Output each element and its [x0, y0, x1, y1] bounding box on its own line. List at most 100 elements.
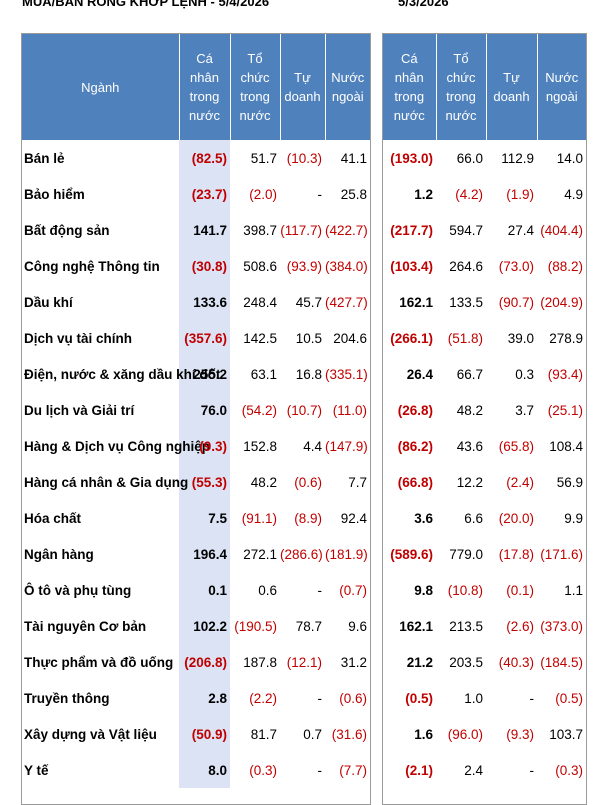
value-cell: (82.5) [179, 140, 230, 176]
table-row: (2.1) 2.4 - (0.3) [383, 752, 586, 788]
value-cell: 103.7 [549, 726, 583, 742]
value-cell: (40.3) [498, 654, 534, 670]
value-cell: 0.6 [258, 582, 277, 598]
value-cell: 272.1 [243, 546, 277, 562]
table-row: Bảo hiểm (23.7) (2.0) - 25.8 [22, 176, 370, 212]
value-cell: (9.3) [179, 428, 230, 464]
value-cell: 21.2 [406, 654, 433, 670]
table-row: Tài nguyên Cơ bản 102.2 (190.5) 78.7 9.6 [22, 608, 370, 644]
value-cell: 4.9 [564, 186, 583, 202]
sector-name: Bất động sản [24, 222, 110, 238]
table-row: (589.6) 779.0 (17.8) (171.6) [383, 536, 586, 572]
table-row: Xây dựng và Vật liệu (50.9) 81.7 0.7 (31.6) [22, 716, 370, 752]
value-cell: 162.1 [399, 294, 433, 310]
value-cell: (65.8) [498, 438, 534, 454]
value-cell: (217.7) [390, 222, 433, 238]
value-cell: (2.2) [249, 690, 277, 706]
value-cell: (147.9) [325, 438, 368, 454]
table-row: (0.5) 1.0 - (0.5) [383, 680, 586, 716]
value-cell: (190.5) [234, 618, 277, 634]
table-row: Bất động sản 141.7 398.7 (117.7) (422.7) [22, 212, 370, 248]
value-cell: (427.7) [325, 294, 368, 310]
value-cell: 10.5 [295, 330, 322, 346]
value-cell: 779.0 [449, 546, 483, 562]
header-foreign: Nước ngoài [537, 34, 586, 140]
value-cell: 27.4 [507, 222, 534, 238]
table-row: (26.8) 48.2 3.7 (25.1) [383, 392, 586, 428]
value-cell: (93.9) [286, 258, 322, 274]
header-row: Cá nhân trong nước Tổ chức trong nước Tự… [383, 34, 586, 140]
value-cell: (10.8) [447, 582, 483, 598]
value-cell: (373.0) [540, 618, 583, 634]
sector-name: Xây dựng và Vật liệu [24, 726, 157, 742]
value-cell: (8.9) [294, 510, 322, 526]
value-cell: (25.1) [547, 402, 583, 418]
value-cell: 255.2 [179, 356, 230, 392]
value-cell: 264.6 [449, 258, 483, 274]
comparison-date-label: 5/3/2026 [398, 0, 449, 9]
table-row: (103.4) 264.6 (73.0) (88.2) [383, 248, 586, 284]
value-cell: (50.9) [179, 716, 230, 752]
value-cell: 1.1 [564, 582, 583, 598]
value-cell: (0.6) [294, 474, 322, 490]
value-cell: 398.7 [243, 222, 277, 238]
value-cell: (23.7) [179, 176, 230, 212]
value-cell: (9.3) [506, 726, 534, 742]
value-cell: 142.5 [243, 330, 277, 346]
value-cell: 2.8 [179, 680, 230, 716]
sector-name: Ngân hàng [24, 546, 94, 562]
table-row: Dịch vụ tài chính (357.6) 142.5 10.5 204.6 [22, 320, 370, 356]
table-row: 26.4 66.7 0.3 (93.4) [383, 356, 586, 392]
value-cell: (171.6) [540, 546, 583, 562]
value-cell: (184.5) [540, 654, 583, 670]
value-cell: (0.5) [555, 690, 583, 706]
value-cell: (86.2) [397, 438, 433, 454]
value-cell: 1.0 [464, 690, 483, 706]
value-cell: 31.2 [340, 654, 367, 670]
value-cell: (2.0) [249, 186, 277, 202]
value-cell: 43.6 [456, 438, 483, 454]
value-cell: (0.3) [249, 762, 277, 778]
value-cell: (404.4) [540, 222, 583, 238]
value-cell: (193.0) [390, 150, 433, 166]
value-cell: 6.6 [464, 510, 483, 526]
value-cell: (0.1) [506, 582, 534, 598]
value-cell: (357.6) [179, 320, 230, 356]
table-row: 3.6 6.6 (20.0) 9.9 [383, 500, 586, 536]
value-cell: 63.1 [250, 366, 277, 382]
table-row: (66.8) 12.2 (2.4) 56.9 [383, 464, 586, 500]
value-cell: (12.1) [286, 654, 322, 670]
value-cell: (0.6) [339, 690, 367, 706]
table-row: Bán lẻ (82.5) 51.7 (10.3) 41.1 [22, 140, 370, 176]
value-cell: (88.2) [547, 258, 583, 274]
table-row: Ô tô và phụ tùng 0.1 0.6 - (0.7) [22, 572, 370, 608]
value-cell: 76.0 [179, 392, 230, 428]
value-cell: (30.8) [179, 248, 230, 284]
value-cell: - [317, 690, 323, 706]
value-cell: (181.9) [325, 546, 368, 562]
value-cell: 45.7 [295, 294, 322, 310]
table-row: (86.2) 43.6 (65.8) 108.4 [383, 428, 586, 464]
table-row: (193.0) 66.0 112.9 14.0 [383, 140, 586, 176]
header-domestic-individual: Cá nhân trong nước [383, 34, 437, 140]
table-row: 21.2 203.5 (40.3) (184.5) [383, 644, 586, 680]
value-cell: (20.0) [498, 510, 534, 526]
sector-name: Tài nguyên Cơ bản [24, 618, 147, 634]
value-cell: 14.0 [556, 150, 583, 166]
value-cell: 1.2 [414, 186, 433, 202]
sector-name: Bảo hiểm [24, 186, 85, 202]
value-cell: 187.8 [243, 654, 277, 670]
sector-name: Bán lẻ [24, 150, 65, 166]
sector-name: Y tế [24, 762, 49, 778]
value-cell: 1.6 [414, 726, 433, 742]
value-cell: (422.7) [325, 222, 368, 238]
table-row: Hàng cá nhân & Gia dụng (55.3) 48.2 (0.6) 7.… [22, 464, 370, 500]
value-cell: 7.5 [179, 500, 230, 536]
value-cell: (266.1) [390, 330, 433, 346]
value-cell: (2.6) [506, 618, 534, 634]
header-proprietary: Tự doanh [280, 34, 326, 140]
value-cell: - [529, 690, 535, 706]
value-cell: 133.6 [179, 284, 230, 320]
report-title: MUA/BÁN RÒNG KHỚP LỆNH - 5/4/2026 [22, 0, 270, 9]
value-cell: 152.8 [243, 438, 277, 454]
